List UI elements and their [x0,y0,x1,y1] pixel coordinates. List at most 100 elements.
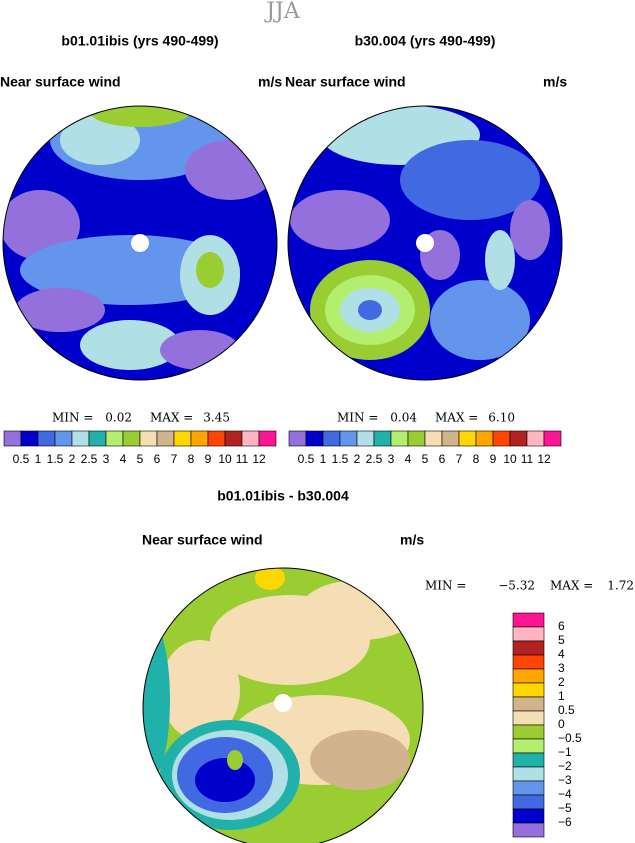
colorbar-label: 8 [473,452,480,466]
colorbar-box [224,430,243,447]
units-label: m/s [400,532,424,548]
colorbar-label: 11 [521,452,534,466]
colorbar-box [512,780,545,796]
colorbar-label: 4 [405,452,412,466]
colorbar-label: 4 [558,647,565,661]
colorbar-label: 10 [218,452,232,466]
colorbar-box [173,430,192,447]
colorbar-box [512,794,545,810]
colorbar-box [122,430,141,447]
colorbar-box [512,752,545,768]
colorbar-box [475,430,494,447]
colorbar-label: 1.5 [332,452,349,466]
colorbar-label: 0.5 [298,452,315,466]
colorbar-box [356,430,375,447]
pole [274,694,292,712]
colorbar-label: 10 [503,452,517,466]
colorbar-box [512,766,545,782]
colorbar-label: −1 [558,745,572,759]
colorbar-label: 3 [388,452,395,466]
colorbar-label: 5 [558,633,565,647]
colorbar-label: 3 [558,661,565,675]
panel-title: b01.01ibis - b30.004 [217,488,349,504]
min-value: 0.02 [105,411,132,425]
colorbar-label: 2 [69,452,76,466]
colorbar-label: 4 [120,452,127,466]
colorbar-box [339,430,358,447]
colorbar-label: 1 [320,452,327,466]
colorbar-label: 2.5 [81,452,98,466]
colorbar-label: 0 [558,717,565,731]
min-label: MIN = [425,579,466,593]
max-value: 1.72 [607,579,634,593]
colorbar-label: 7 [171,452,178,466]
colorbar-box [424,430,443,447]
min-value: 0.04 [390,411,417,425]
colorbar-box [512,822,545,838]
colorbar-box [71,430,90,447]
max-value: 3.45 [203,411,230,425]
colorbar-box [105,430,124,447]
colorbar-box [512,612,545,628]
colorbar-label: −3 [558,773,572,787]
colorbar-box [512,738,545,754]
colorbar-box [156,430,175,447]
max-label: MAX = [435,411,478,425]
max-label: MAX = [550,579,593,593]
variable-label: Near surface wind [142,532,263,548]
colorbar-label: 1 [35,452,42,466]
map [143,568,423,843]
colorbar-label: −0.5 [558,731,582,745]
colorbar-box [390,430,409,447]
colorbar-label: 11 [236,452,249,466]
colorbar-label: 8 [188,452,195,466]
colorbar-label: 1.5 [47,452,64,466]
colorbar-box [139,430,158,447]
colorbar-box [407,430,426,447]
colorbar-label: 5 [422,452,429,466]
colorbar-box [512,724,545,740]
min-label: MIN = [337,411,378,425]
colorbar-box [512,808,545,824]
colorbar-label: 1 [558,689,565,703]
colorbar-box [512,710,545,726]
colorbar-box [322,430,341,447]
min-value: −5.32 [498,579,535,593]
colorbar-box [258,430,277,447]
min-label: MIN = [52,411,93,425]
colorbar-box [512,682,545,698]
colorbar-box [512,626,545,642]
colorbar-label: 6 [558,619,565,633]
units-label: m/s [258,74,282,90]
colorbar-label: 0.5 [558,703,575,717]
colorbar-label: −6 [558,815,572,829]
colorbar-box [512,654,545,670]
colorbar-label: 2 [354,452,361,466]
variable-label: Near surface wind [285,74,406,90]
colorbar-label: 7 [456,452,463,466]
max-value: 6.10 [488,411,515,425]
colorbar-box [288,430,307,447]
colorbar-box [190,430,209,447]
colorbar-label: 12 [252,452,266,466]
colorbar-box [526,430,545,447]
colorbar-box [373,430,392,447]
colorbar-box [458,430,477,447]
colorbar-label: 9 [205,452,212,466]
units-label: m/s [543,74,567,90]
colorbar-label: −5 [558,801,572,815]
map-outline [142,567,424,843]
map [288,106,562,380]
colorbar-label: 5 [137,452,144,466]
colorbar-box [509,430,528,447]
colorbar-box [54,430,73,447]
colorbar-label: −2 [558,759,572,773]
colorbar-box [441,430,460,447]
colorbar-box [512,696,545,712]
colorbar-box [207,430,226,447]
colorbar-box [20,430,39,447]
colorbar-label: 3 [103,452,110,466]
colorbar-box [37,430,56,447]
colorbar-label: 0.5 [13,452,30,466]
